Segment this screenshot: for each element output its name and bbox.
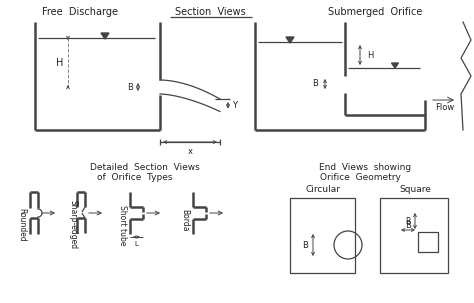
Bar — [290, 198, 355, 273]
Text: Rounded: Rounded — [18, 208, 27, 242]
Bar — [380, 198, 448, 273]
Text: End  Views  showing: End Views showing — [319, 164, 411, 172]
Text: Free  Discharge: Free Discharge — [42, 7, 118, 17]
Text: Borda: Borda — [181, 209, 190, 231]
Text: Square: Square — [399, 185, 431, 195]
Polygon shape — [101, 33, 109, 39]
Text: Short tube: Short tube — [118, 205, 128, 245]
Text: Detailed  Section  Views: Detailed Section Views — [90, 164, 200, 172]
Text: Flow: Flow — [436, 104, 455, 112]
Polygon shape — [392, 63, 399, 68]
Text: Y: Y — [233, 101, 237, 110]
Text: of  Orifice  Types: of Orifice Types — [97, 174, 173, 182]
Text: B: B — [302, 241, 308, 249]
Text: Section  Views: Section Views — [174, 7, 246, 17]
Text: H: H — [56, 58, 64, 68]
Bar — [418, 232, 438, 252]
Text: B: B — [312, 79, 318, 88]
Text: L: L — [134, 241, 138, 247]
Text: B: B — [405, 217, 410, 225]
Polygon shape — [286, 37, 294, 43]
Text: x: x — [188, 146, 192, 155]
Text: Sharp-edged: Sharp-edged — [69, 201, 78, 250]
Text: Circular: Circular — [306, 185, 340, 195]
Text: B: B — [405, 221, 411, 229]
Text: H: H — [367, 51, 373, 59]
Text: B: B — [127, 82, 133, 92]
Text: Submerged  Orifice: Submerged Orifice — [328, 7, 422, 17]
Text: Orifice  Geometry: Orifice Geometry — [319, 174, 401, 182]
